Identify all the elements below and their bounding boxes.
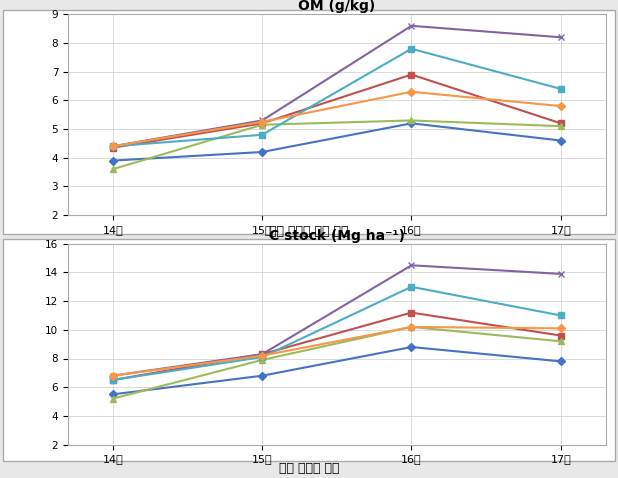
Line: NPK: NPK xyxy=(109,71,564,151)
NPK xyxy=(258,120,266,126)
돈분단용 xyxy=(408,89,415,95)
Title: OM (g/kg): OM (g/kg) xyxy=(298,0,376,13)
NPK+돈분퇴비+잔재물 xyxy=(109,377,116,383)
No.fert. xyxy=(109,391,116,397)
돈분단용 xyxy=(258,353,266,358)
돈분단용 xyxy=(557,326,564,331)
No.fert. xyxy=(557,358,564,364)
NPK+우분퇴비+잔재물 xyxy=(408,262,415,268)
NPK xyxy=(109,145,116,151)
NPK+우분퇴비+잔재물 xyxy=(258,351,266,357)
Line: 돈분단용: 돈분단용 xyxy=(109,324,564,379)
No.fert. xyxy=(557,138,564,143)
돈분단용 xyxy=(557,103,564,109)
NPK+돈분퇴비+잔재물 xyxy=(258,132,266,138)
NPK+잔재 xyxy=(557,123,564,129)
Line: NPK+돈분퇴비+잔재물: NPK+돈분퇴비+잔재물 xyxy=(109,283,564,383)
Line: NPK+우분퇴비+잔재물: NPK+우분퇴비+잔재물 xyxy=(109,262,564,379)
NPK+잔재 xyxy=(408,324,415,330)
NPK+돈분퇴비+잔재물 xyxy=(258,354,266,360)
No.fert. xyxy=(109,158,116,163)
Line: NPK: NPK xyxy=(109,309,564,383)
NPK+우분퇴비+잔재물 xyxy=(109,143,116,149)
Title: C stock (Mg ha⁻¹): C stock (Mg ha⁻¹) xyxy=(269,228,405,243)
돈분단용 xyxy=(109,143,116,149)
No.fert. xyxy=(258,373,266,379)
Line: 돈분단용: 돈분단용 xyxy=(109,88,564,150)
NPK+우분퇴비+잔재물 xyxy=(557,271,564,277)
Line: No.fert.: No.fert. xyxy=(109,120,564,164)
NPK+잔재 xyxy=(109,396,116,402)
돈분단용 xyxy=(109,373,116,379)
NPK+잔재 xyxy=(408,118,415,123)
NPK+돈분퇴비+잔재물 xyxy=(408,284,415,290)
NPK+잔재 xyxy=(109,166,116,172)
NPK+돈분퇴비+잔재물 xyxy=(557,313,564,318)
NPK+우분퇴비+잔재물 xyxy=(258,118,266,123)
NPK+잔재 xyxy=(258,357,266,363)
NPK+잔재 xyxy=(258,122,266,128)
NPK+돈분퇴비+잔재물 xyxy=(557,86,564,92)
Text: 탄소 축적량 변화: 탄소 축적량 변화 xyxy=(279,462,339,475)
NPK xyxy=(557,333,564,338)
Line: NPK+잔재: NPK+잔재 xyxy=(109,324,564,402)
No.fert. xyxy=(408,344,415,350)
NPK+우분퇴비+잔재물 xyxy=(557,34,564,40)
NPK+우분퇴비+잔재물 xyxy=(408,23,415,29)
Text: 토양 유기물 함량 변화: 토양 유기물 함량 변화 xyxy=(269,225,349,239)
No.fert. xyxy=(258,149,266,155)
Line: NPK+돈분퇴비+잔재물: NPK+돈분퇴비+잔재물 xyxy=(109,45,564,150)
돈분단용 xyxy=(408,324,415,330)
NPK xyxy=(258,351,266,357)
NPK xyxy=(408,310,415,315)
NPK+잔재 xyxy=(557,338,564,344)
NPK xyxy=(109,377,116,383)
Line: NPK+잔재: NPK+잔재 xyxy=(109,117,564,173)
Line: NPK+우분퇴비+잔재물: NPK+우분퇴비+잔재물 xyxy=(109,22,564,150)
NPK+돈분퇴비+잔재물 xyxy=(408,46,415,52)
NPK+돈분퇴비+잔재물 xyxy=(109,143,116,149)
Legend: No.fert., NPK, NPK+잔재, NPK+우분퇴비+잔재물, NPK+돈분퇴비+잔재물, 돈분단용: No.fert., NPK, NPK+잔재, NPK+우분퇴비+잔재물, NPK… xyxy=(133,250,541,259)
돈분단용 xyxy=(258,119,266,125)
NPK xyxy=(408,72,415,77)
No.fert. xyxy=(408,120,415,126)
Line: No.fert.: No.fert. xyxy=(109,344,564,398)
NPK+우분퇴비+잔재물 xyxy=(109,373,116,379)
NPK xyxy=(557,120,564,126)
